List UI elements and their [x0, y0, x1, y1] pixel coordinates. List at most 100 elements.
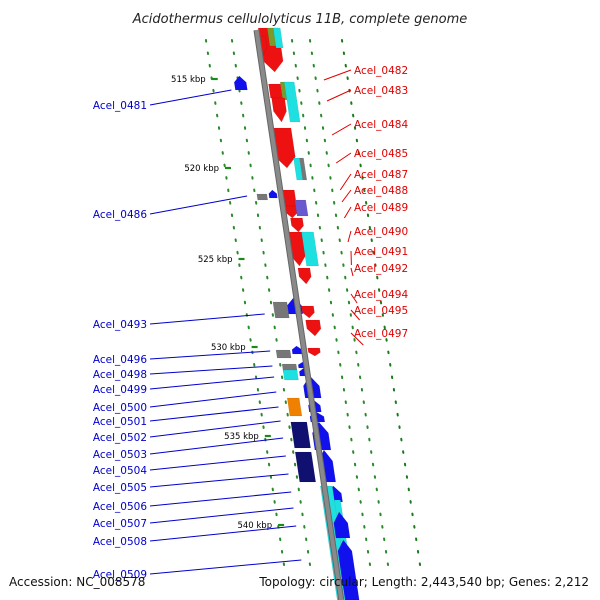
- scale-tick-label: 530 kbp: [211, 343, 246, 353]
- callout-leader: [149, 420, 281, 438]
- callout-leader: [149, 365, 273, 375]
- scale-tick-label: 540 kbp: [237, 521, 272, 531]
- gene-feature-19: [305, 319, 322, 337]
- gene-label-acel-0501: Acel_0501: [93, 416, 147, 428]
- callout-leader: [350, 267, 354, 277]
- gene-label-acel-0487: Acel_0487: [354, 169, 408, 181]
- gene-label-acel-0497: Acel_0497: [354, 328, 408, 340]
- gene-feature-4: [268, 83, 283, 99]
- callout-leader: [149, 376, 275, 390]
- callout-leader: [339, 173, 352, 191]
- track-guide-2: [290, 39, 372, 566]
- gene-label-acel-0504: Acel_0504: [93, 465, 147, 477]
- callout-leader: [323, 69, 352, 81]
- gene-feature-44: [337, 539, 360, 600]
- scale-tick-label: 515 kbp: [171, 75, 206, 85]
- gene-feature-2: [272, 27, 284, 49]
- gene-feature-13: [290, 217, 304, 233]
- gene-label-acel-0494: Acel_0494: [354, 289, 408, 301]
- track-guide-1: [230, 39, 312, 566]
- gene-label-acel-0495: Acel_0495: [354, 305, 408, 317]
- callout-leader: [149, 437, 284, 455]
- gene-label-acel-0507: Acel_0507: [93, 518, 147, 530]
- gene-label-acel-0489: Acel_0489: [354, 202, 408, 214]
- callout-leader: [350, 332, 364, 346]
- gene-label-acel-0499: Acel_0499: [93, 384, 147, 396]
- gene-label-acel-0503: Acel_0503: [93, 449, 147, 461]
- gene-label-acel-0488: Acel_0488: [354, 185, 408, 197]
- gene-label-acel-0481: Acel_0481: [93, 100, 147, 112]
- callout-leader: [149, 406, 279, 422]
- callout-leader: [149, 473, 289, 488]
- map-title: Acidothermus cellulolyticus 11B, complet…: [132, 12, 468, 27]
- callout-leader: [350, 293, 358, 304]
- gene-feature-24: [272, 301, 290, 319]
- gene-labels: Acel_0482 Acel_0483 Acel_0484 Acel_0485 Acel…: [93, 65, 409, 581]
- gene-feature-16: [301, 231, 319, 267]
- accession-text: Accession: NC_008578: [9, 575, 145, 589]
- callout-leader: [149, 455, 286, 471]
- callout-leader: [149, 507, 294, 524]
- backbone-line: [254, 29, 344, 600]
- callout-leader: [149, 491, 292, 507]
- gene-feature-22: [256, 193, 268, 201]
- gene-feature-38: [294, 451, 316, 483]
- callout-leader: [149, 525, 297, 542]
- callout-leader: [343, 206, 352, 219]
- gene-feature-14: [294, 199, 309, 217]
- gene-label-acel-0498: Acel_0498: [93, 369, 147, 381]
- gene-label-acel-0506: Acel_0506: [93, 501, 147, 513]
- callout-leader: [335, 152, 352, 164]
- backbone: [253, 29, 345, 600]
- gene-label-acel-0502: Acel_0502: [93, 432, 147, 444]
- callout-leader: [347, 230, 352, 243]
- gene-label-acel-0508: Acel_0508: [93, 536, 147, 548]
- gene-feature-43: [333, 511, 351, 539]
- gene-feature-20: [307, 347, 321, 357]
- gene-feature-23: [268, 189, 278, 199]
- callout-leader: [149, 391, 277, 408]
- gene-label-acel-0493: Acel_0493: [93, 319, 147, 331]
- scale-tick-label: 535 kbp: [224, 432, 259, 442]
- gene-feature-33: [286, 397, 303, 417]
- gene-label-acel-0505: Acel_0505: [93, 482, 147, 494]
- track-guide-4: [340, 39, 422, 566]
- callout-leader: [149, 195, 248, 215]
- gene-label-acel-0509: Acel_0509: [93, 569, 147, 581]
- scale-tick-label: 525 kbp: [198, 255, 233, 265]
- gene-label-acel-0496: Acel_0496: [93, 354, 147, 366]
- genome-summary-text: Topology: circular; Length: 2,443,540 bp…: [258, 575, 589, 589]
- gene-label-acel-0490: Acel_0490: [354, 226, 408, 238]
- gene-label-acel-0492: Acel_0492: [354, 263, 408, 275]
- track-guide-0: [204, 39, 286, 566]
- gene-label-acel-0486: Acel_0486: [93, 209, 147, 221]
- gene-feature-18: [301, 305, 315, 319]
- gene-label-acel-0485: Acel_0485: [354, 148, 408, 160]
- gene-feature-7: [271, 97, 287, 123]
- gene-feature-30: [282, 369, 299, 381]
- callout-leader: [350, 309, 360, 321]
- gene-label-acel-0500: Acel_0500: [93, 402, 147, 414]
- scale-ticks: 515 kbp 520 kbp 525 kbp 530 kbp 535 kbp 540 k…: [171, 75, 285, 531]
- gene-feature-6: [283, 81, 301, 123]
- gene-feature-36: [290, 421, 311, 449]
- track-lines: [204, 39, 422, 566]
- gene-feature-21: [233, 75, 248, 91]
- gene-label-acel-0484: Acel_0484: [354, 119, 408, 131]
- callout-leader: [326, 89, 352, 102]
- gene-feature-10: [299, 157, 308, 181]
- gene-label-acel-0482: Acel_0482: [354, 65, 408, 77]
- gene-label-acel-0483: Acel_0483: [354, 85, 408, 97]
- track-guide-3: [308, 39, 390, 566]
- callout-leader: [149, 559, 302, 575]
- callout-leader: [149, 350, 271, 360]
- callout-leader: [149, 89, 232, 106]
- scale-tick-label: 520 kbp: [184, 164, 219, 174]
- callout-leader: [149, 313, 265, 325]
- callout-leader: [331, 123, 352, 136]
- gene-feature-17: [297, 267, 312, 285]
- gene-label-acel-0491: Acel_0491: [354, 246, 408, 258]
- gene-feature-26: [275, 349, 292, 359]
